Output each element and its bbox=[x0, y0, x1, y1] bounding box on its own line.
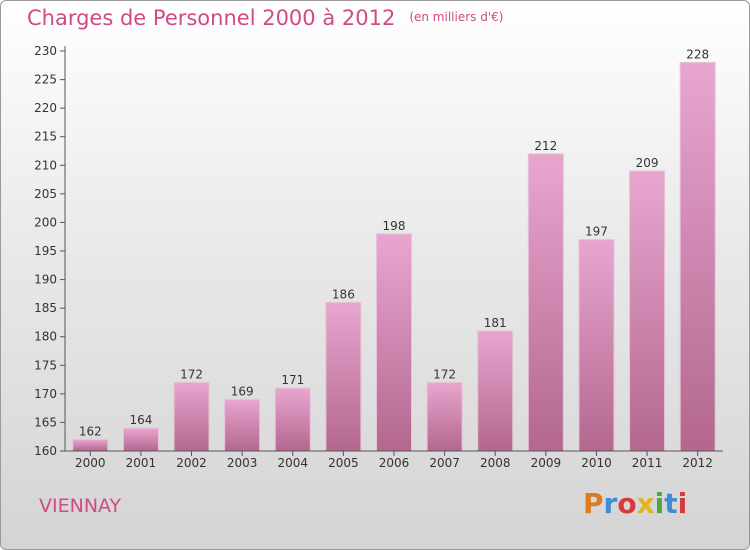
y-tick-label: 170 bbox=[34, 387, 57, 401]
value-label-2001: 164 bbox=[129, 413, 152, 427]
x-tick-label-2004: 2004 bbox=[277, 456, 308, 470]
y-tick-label: 200 bbox=[34, 215, 57, 229]
chart-title: Charges de Personnel 2000 à 2012 (en mill… bbox=[27, 6, 503, 30]
logo-letter: i bbox=[677, 487, 688, 520]
x-tick-label-2003: 2003 bbox=[227, 456, 258, 470]
value-label-2011: 209 bbox=[636, 156, 659, 170]
x-tick-label-2010: 2010 bbox=[581, 456, 612, 470]
axes-group: 160 165 170 175 180 185 190 195 200 205 210 215 220 2… bbox=[34, 44, 723, 470]
logo-letter: r bbox=[603, 487, 618, 520]
x-tick-label-2011: 2011 bbox=[632, 456, 663, 470]
x-tick-label-2009: 2009 bbox=[531, 456, 562, 470]
logo-letter: P bbox=[583, 487, 604, 520]
value-label-2006: 198 bbox=[383, 219, 406, 233]
bar-2011 bbox=[629, 170, 666, 452]
x-tick-label-2002: 2002 bbox=[176, 456, 207, 470]
logo-letter: x bbox=[636, 487, 655, 520]
value-label-2012: 228 bbox=[686, 47, 709, 61]
x-tick-label-2001: 2001 bbox=[126, 456, 157, 470]
y-tick-label: 190 bbox=[34, 273, 57, 287]
y-tick-label: 195 bbox=[34, 244, 57, 258]
bar-2008 bbox=[477, 330, 514, 452]
value-label-2005: 186 bbox=[332, 287, 355, 301]
proxiti-logo: Proxiti bbox=[583, 487, 687, 520]
y-tick-label: 180 bbox=[34, 330, 57, 344]
value-label-2004: 171 bbox=[281, 373, 304, 387]
value-label-2000: 162 bbox=[79, 425, 102, 439]
x-tick-label-2006: 2006 bbox=[379, 456, 410, 470]
y-tick-label: 185 bbox=[34, 301, 57, 315]
logo-letter: i bbox=[654, 487, 665, 520]
logo-letter: o bbox=[617, 487, 637, 520]
x-tick-label-2007: 2007 bbox=[429, 456, 460, 470]
bar-2001 bbox=[122, 427, 159, 452]
y-tick-label: 220 bbox=[34, 101, 57, 115]
y-tick-label: 165 bbox=[34, 415, 57, 429]
value-label-2002: 172 bbox=[180, 367, 203, 381]
value-label-2009: 212 bbox=[534, 139, 557, 153]
chart-title-text: Charges de Personnel 2000 à 2012 bbox=[27, 6, 396, 30]
y-tick-label: 215 bbox=[34, 130, 57, 144]
bar-2006 bbox=[376, 233, 412, 452]
value-label-2008: 181 bbox=[484, 316, 507, 330]
bar-2005 bbox=[325, 301, 362, 452]
chart-subtitle: (en milliers d'€) bbox=[409, 10, 504, 24]
x-tick-label-2012: 2012 bbox=[682, 456, 713, 470]
bar-2003 bbox=[224, 399, 261, 452]
x-tick-label-2005: 2005 bbox=[328, 456, 359, 470]
x-tick-label-2008: 2008 bbox=[480, 456, 511, 470]
value-label-2007: 172 bbox=[433, 367, 456, 381]
bars-group: 162 164 172 169 171 186 198 172 181 212 197 209 228 bbox=[72, 47, 716, 452]
x-tick-label-2000: 2000 bbox=[75, 456, 106, 470]
y-tick-label: 205 bbox=[34, 187, 57, 201]
y-tick-label: 225 bbox=[34, 73, 57, 87]
logo-letter: t bbox=[664, 487, 678, 520]
commune-name: VIENNAY bbox=[39, 495, 122, 517]
y-tick-label: 230 bbox=[34, 44, 57, 58]
bar-2012 bbox=[679, 61, 716, 452]
value-label-2003: 169 bbox=[231, 385, 254, 399]
y-tick-label: 175 bbox=[34, 358, 57, 372]
bar-2000 bbox=[72, 439, 109, 452]
bar-2004 bbox=[274, 387, 311, 452]
bar-2010 bbox=[578, 239, 615, 452]
value-label-2010: 197 bbox=[585, 225, 608, 239]
bar-2002 bbox=[173, 381, 210, 452]
bar-2007 bbox=[426, 381, 463, 452]
bar-2009 bbox=[527, 153, 564, 452]
y-tick-label: 210 bbox=[34, 158, 57, 172]
y-tick-label: 160 bbox=[34, 444, 57, 458]
